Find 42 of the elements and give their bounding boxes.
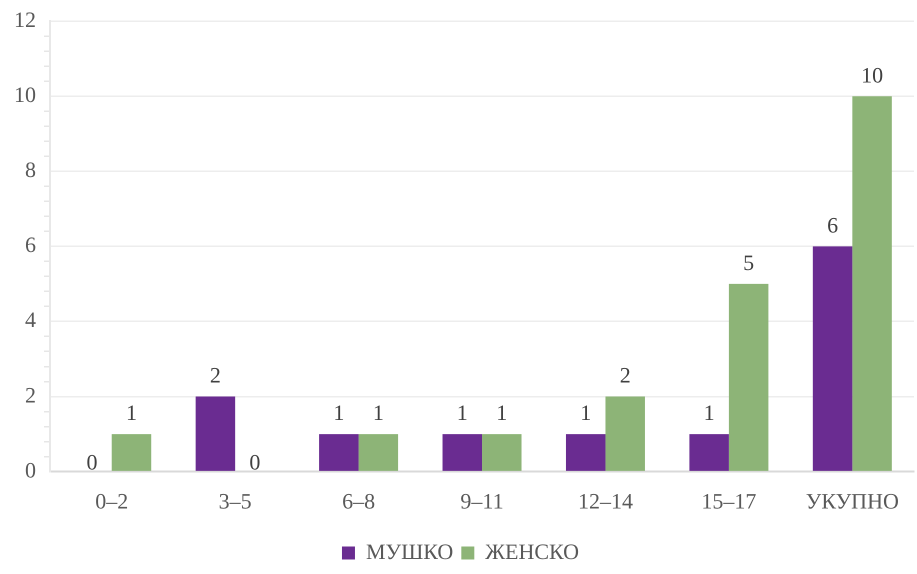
data-label: 1 (704, 400, 715, 426)
data-label: 1 (456, 400, 468, 426)
bar (605, 396, 645, 471)
legend-label: ЖЕНСКО (485, 538, 580, 564)
data-label: 1 (580, 400, 592, 426)
bar (196, 396, 236, 471)
x-tick-label: 6–8 (342, 488, 376, 514)
bar (482, 434, 522, 471)
y-tick-label: 0 (25, 457, 36, 482)
y-tick-label: 8 (25, 157, 36, 182)
data-label: 1 (372, 400, 384, 426)
data-label: 6 (827, 212, 838, 238)
data-label: 1 (126, 400, 137, 426)
data-label: 2 (210, 362, 221, 388)
y-tick-label: 12 (14, 6, 36, 32)
data-label: 10 (861, 62, 884, 88)
x-tick-label: 15–17 (701, 488, 756, 514)
bar (442, 434, 482, 471)
bar (689, 434, 729, 471)
data-label: 5 (743, 250, 754, 275)
bar (852, 96, 892, 471)
data-label: 1 (333, 400, 344, 426)
bar (728, 284, 768, 471)
bar (812, 246, 852, 471)
bar (566, 434, 606, 471)
bar (358, 434, 398, 471)
y-tick-label: 2 (25, 382, 36, 408)
x-tick-label: 12–14 (578, 488, 633, 514)
x-tick-label: 0–2 (95, 488, 128, 514)
x-tick-label: УКУПНО (806, 488, 899, 514)
y-tick-label: 4 (25, 307, 36, 332)
legend-label: МУШКО (366, 538, 454, 564)
data-label: 0 (86, 450, 98, 475)
data-label: 0 (249, 450, 260, 475)
data-label: 1 (496, 400, 508, 426)
y-tick-label: 10 (14, 82, 36, 108)
x-tick-label: 3–5 (218, 488, 252, 514)
bar (319, 434, 359, 471)
x-tick-label: 9–11 (460, 488, 504, 514)
y-tick-label: 6 (25, 232, 36, 258)
data-label: 2 (620, 362, 631, 388)
bar (112, 434, 152, 471)
